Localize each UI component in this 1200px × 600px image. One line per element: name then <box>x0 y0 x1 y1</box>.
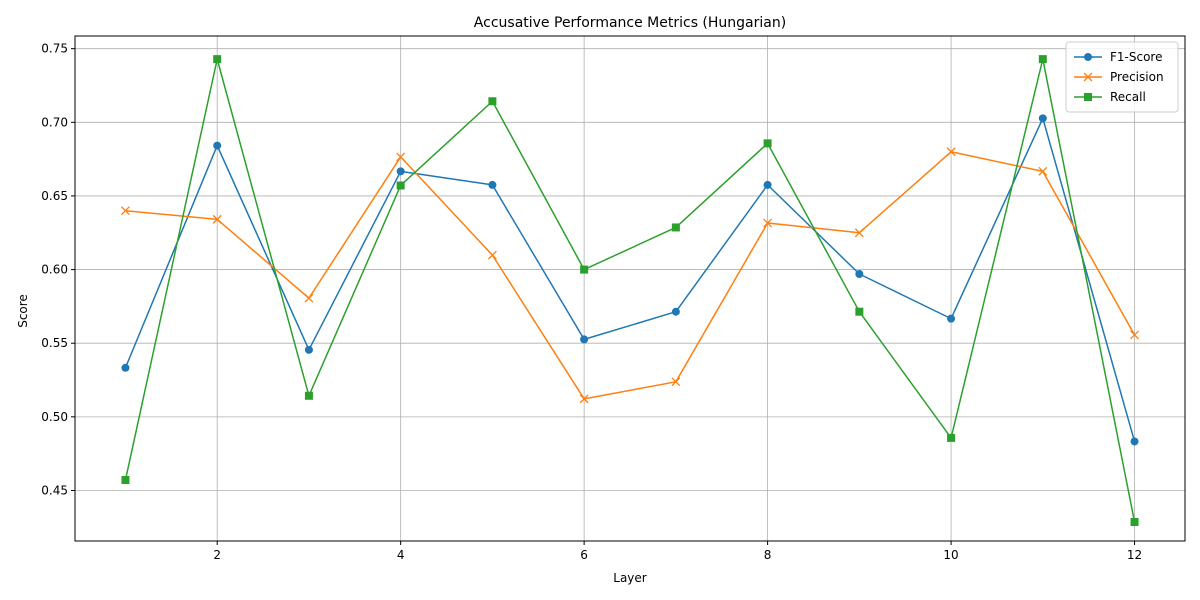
legend-box <box>1065 41 1179 113</box>
recall-point <box>1038 55 1047 64</box>
precision-point <box>854 228 864 238</box>
recall-point <box>1130 518 1139 527</box>
precision-point <box>1130 330 1140 340</box>
series-line-recall <box>124 58 1136 523</box>
plot-frame <box>74 35 1186 542</box>
precision-point <box>763 218 773 228</box>
precision-point <box>1038 166 1048 176</box>
f1-score-point <box>396 167 405 176</box>
recall-point <box>580 265 589 274</box>
f1-score-point <box>947 314 956 323</box>
precision-point <box>120 206 130 216</box>
precision-point <box>946 147 956 157</box>
recall-point <box>855 307 864 316</box>
legend-f1-score-point <box>1084 53 1092 61</box>
precision-point <box>212 214 222 224</box>
precision-point <box>304 293 314 303</box>
recall-point <box>671 223 680 232</box>
legend-label: Precision <box>1110 70 1164 84</box>
y-axis-label: Score <box>16 294 30 328</box>
y-tick-label: 0.65 <box>41 189 68 203</box>
y-tick-label: 0.60 <box>41 263 68 277</box>
legend: F1-Score Precision Recall <box>1065 41 1179 113</box>
recall-point <box>304 391 313 400</box>
legend-entry-recall: Recall <box>1074 90 1146 104</box>
precision-point <box>579 394 589 404</box>
f1-score-point <box>580 335 589 344</box>
x-tick-label: 12 <box>1127 548 1142 562</box>
legend-recall-point <box>1084 93 1092 101</box>
recall-point <box>488 97 497 106</box>
recall-point <box>947 433 956 442</box>
legend-entry-f1-score: F1-Score <box>1074 50 1162 64</box>
y-tick-label: 0.50 <box>41 410 68 424</box>
legend-label: F1-Score <box>1110 50 1162 64</box>
legend-entry-precision: Precision <box>1074 70 1164 84</box>
f1-score-point <box>488 180 497 189</box>
x-tick-label: 8 <box>764 548 772 562</box>
recall-point <box>396 181 405 190</box>
x-axis-label: Layer <box>613 571 647 585</box>
series-line-f1-score <box>124 117 1136 442</box>
series-line-precision <box>125 151 1136 400</box>
series-precision <box>120 147 1140 404</box>
series-group <box>120 55 1140 527</box>
f1-score-point <box>121 363 130 372</box>
y-tick-label: 0.70 <box>41 115 68 129</box>
f1-score-point <box>763 180 772 189</box>
recall-point <box>763 139 772 148</box>
chart-title: Accusative Performance Metrics (Hungaria… <box>474 15 786 31</box>
axis-ticks: 2 4 6 8 10 12 0.45 0.50 0.55 0.60 0.65 0.70 0.75 <box>41 42 1142 562</box>
f1-score-point <box>1038 114 1047 123</box>
series-f1-score <box>121 114 1139 446</box>
precision-point <box>487 250 497 260</box>
f1-score-point <box>855 269 864 278</box>
y-tick-label: 0.75 <box>41 42 68 56</box>
x-tick-label: 10 <box>943 548 958 562</box>
x-tick-label: 6 <box>580 548 588 562</box>
series-recall <box>121 55 1139 527</box>
precision-point <box>671 377 681 387</box>
recall-point <box>213 55 222 64</box>
y-tick-label: 0.55 <box>41 336 68 350</box>
grid-lines <box>75 36 1185 541</box>
recall-point <box>121 476 130 485</box>
x-tick-label: 2 <box>213 548 221 562</box>
f1-score-point <box>671 307 680 316</box>
f1-score-point <box>304 345 313 354</box>
f1-score-point <box>213 141 222 150</box>
legend-precision-point <box>1083 72 1093 82</box>
x-tick-label: 4 <box>397 548 405 562</box>
f1-score-point <box>1130 437 1139 446</box>
legend-label: Recall <box>1110 90 1146 104</box>
y-tick-label: 0.45 <box>41 483 68 497</box>
precision-point <box>396 152 406 162</box>
